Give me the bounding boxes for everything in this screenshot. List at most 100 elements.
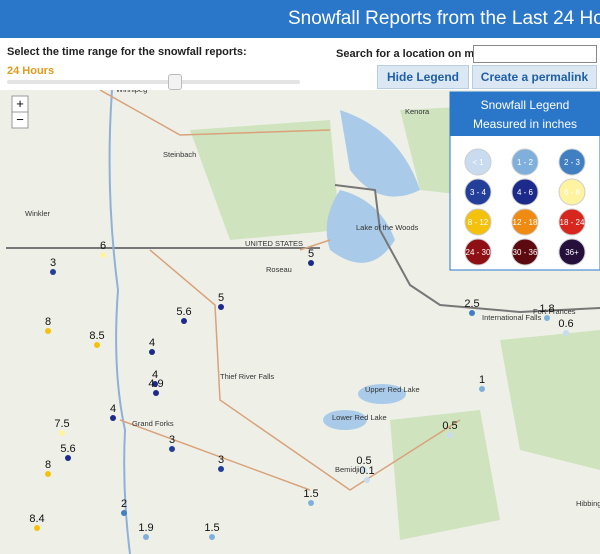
range-label: Select the time range for the snowfall r… <box>7 46 247 58</box>
legend-swatch <box>558 208 586 236</box>
report-label: 4 <box>110 403 116 415</box>
map: + − Winnipeg Steinbach Winkler Kenora UNITED… <box>0 90 600 554</box>
legend-label: 36+ <box>565 248 579 257</box>
zoom-out-label: − <box>16 112 24 127</box>
legend-label: 1 - 2 <box>517 158 534 167</box>
report-dot <box>45 328 51 334</box>
lake <box>323 410 367 430</box>
place-label: Roseau <box>266 265 292 274</box>
legend-swatch <box>511 238 539 266</box>
place-label: Grand Forks <box>132 419 174 428</box>
report-dot <box>308 500 314 506</box>
legend-swatch <box>558 148 586 176</box>
legend-swatch <box>511 178 539 206</box>
report-label: 1.8 <box>539 303 554 315</box>
place-label: Kenora <box>405 107 430 116</box>
report-label: 7.5 <box>54 418 69 430</box>
report-dot <box>447 432 453 438</box>
report-label: 2.5 <box>464 298 479 310</box>
slider-handle[interactable] <box>168 74 182 90</box>
place-label: UNITED STATES <box>245 239 303 248</box>
legend-label: 4 - 6 <box>517 188 534 197</box>
legend-swatch <box>558 178 586 206</box>
legend-label: 12 - 18 <box>513 218 538 227</box>
range-value: 24 Hours <box>7 65 55 77</box>
title: Snowfall Reports from the Last 24 Hours <box>288 8 600 29</box>
report-dot <box>34 525 40 531</box>
place-label: Fort Frances <box>533 307 576 316</box>
report-dot <box>100 252 106 258</box>
report-dot <box>149 349 155 355</box>
legend-label: 2 - 3 <box>564 158 581 167</box>
report-label: 5 <box>308 248 314 260</box>
lake <box>326 110 420 263</box>
place-label: International Falls <box>482 313 541 322</box>
place-label: Bemidji <box>335 465 360 474</box>
report-label: 1.5 <box>204 522 219 534</box>
report-label: 8 <box>45 316 51 328</box>
legend-swatch <box>464 148 492 176</box>
report-dot <box>65 455 71 461</box>
report-dot <box>153 390 159 396</box>
place-label: Winnipeg <box>116 90 147 94</box>
legend-swatch <box>464 238 492 266</box>
search-input[interactable] <box>473 45 597 63</box>
report-dot <box>364 477 370 483</box>
legend-swatch <box>558 238 586 266</box>
report-label: 1.5 <box>303 488 318 500</box>
report-dot <box>152 381 158 387</box>
report-label: 4.9 <box>148 378 163 390</box>
report-label: 3 <box>169 434 175 446</box>
place-label: Upper Red Lake <box>365 385 420 394</box>
report-dot <box>479 386 485 392</box>
report-label: 3 <box>50 257 56 269</box>
report-label: 1.9 <box>138 522 153 534</box>
slider-track <box>7 80 300 84</box>
report-label: 3 <box>218 454 224 466</box>
legend-label: 30 - 36 <box>513 248 538 257</box>
hide-legend-button[interactable]: Hide Legend <box>377 65 469 89</box>
legend-label: 6 - 8 <box>564 188 581 197</box>
report-label: 5.6 <box>176 306 191 318</box>
report-dot <box>209 534 215 540</box>
report-label: 0.1 <box>359 465 374 477</box>
legend-label: < 1 <box>472 158 484 167</box>
report-dot <box>121 510 127 516</box>
zoom-out[interactable] <box>11 111 29 129</box>
place-label: Lake of the Woods <box>356 223 419 232</box>
report-dot <box>169 446 175 452</box>
report-dot <box>361 467 367 473</box>
place-label: Winkler <box>25 209 51 218</box>
report-label: 5.6 <box>60 443 75 455</box>
legend-title: Snowfall Legend <box>481 98 570 112</box>
report-dot <box>469 310 475 316</box>
legend-subtitle: Measured in inches <box>473 117 577 131</box>
border <box>334 184 600 314</box>
report-label: 0.5 <box>442 420 457 432</box>
legend-header <box>450 92 600 136</box>
report-dot <box>143 534 149 540</box>
report-dot <box>544 315 550 321</box>
zoom-in-label: + <box>16 96 24 111</box>
report-label: 8.5 <box>89 330 104 342</box>
report-dot <box>181 318 187 324</box>
legend-swatch <box>464 208 492 236</box>
report-dot <box>59 430 65 436</box>
report-dot <box>94 342 100 348</box>
place-label: Thief River Falls <box>220 372 274 381</box>
report-label: 4 <box>149 337 155 349</box>
legend-label: 24 - 30 <box>466 248 491 257</box>
forest <box>190 100 600 540</box>
report-label: 6 <box>100 240 106 252</box>
report-dot <box>110 415 116 421</box>
legend-label: 3 - 4 <box>470 188 487 197</box>
legend-swatch <box>511 208 539 236</box>
report-dot <box>218 466 224 472</box>
permalink-button[interactable]: Create a permalink <box>472 65 597 89</box>
place-label: Steinbach <box>163 150 196 159</box>
report-label: 5 <box>218 292 224 304</box>
report-label: 2 <box>121 498 127 510</box>
lake <box>358 384 406 404</box>
river <box>108 90 131 554</box>
header: Snowfall Reports from the Last 24 Hours <box>0 0 600 38</box>
